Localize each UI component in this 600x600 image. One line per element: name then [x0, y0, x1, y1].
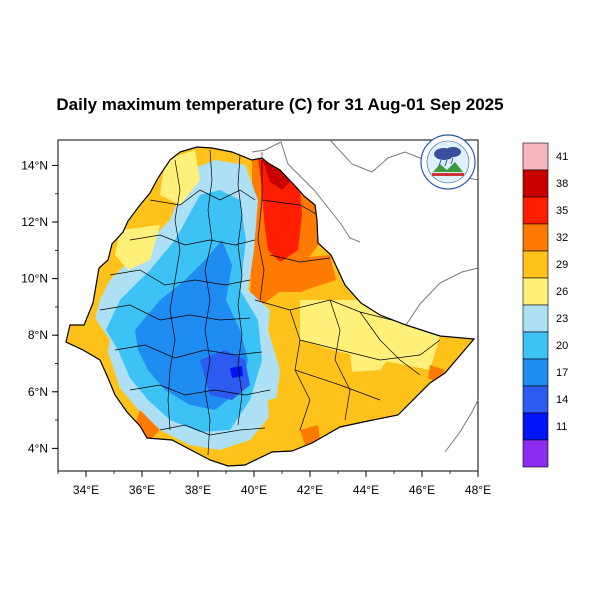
x-tick-label: 38°E [185, 483, 211, 497]
y-tick-label: 6°N [28, 385, 48, 399]
colorbar-label: 20 [556, 340, 568, 352]
colorbar-label: 11 [556, 421, 567, 433]
colorbar-swatch [522, 196, 549, 225]
x-tick-label: 46°E [409, 483, 435, 497]
colorbar-swatch [522, 169, 549, 198]
y-tick-label: 8°N [28, 328, 48, 342]
x-axis: 34°E 36°E 38°E 40°E 42°E 44°E 46°E 48°E [57, 471, 491, 497]
x-tick-label: 44°E [353, 483, 379, 497]
x-tick-label: 34°E [73, 483, 99, 497]
x-tick-label: 42°E [297, 483, 323, 497]
colorbar-swatch [522, 304, 549, 333]
x-tick-label: 36°E [129, 483, 155, 497]
y-axis: 14°N 12°N 10°N 8°N 6°N 4°N [21, 158, 58, 455]
colorbar-label: 38 [556, 178, 568, 190]
x-tick-label: 48°E [465, 483, 491, 497]
region-boundaries [99, 149, 441, 456]
meteorology-agency-logo [420, 134, 476, 190]
colorbar-label: 32 [556, 232, 568, 244]
colorbar-swatch [522, 331, 549, 360]
colorbar-swatch [522, 385, 549, 414]
colorbar-swatch [522, 142, 549, 171]
colorbar-label: 23 [556, 313, 568, 325]
colorbar-label: 29 [556, 259, 568, 271]
colorbar-swatch [522, 223, 549, 252]
colorbar-swatch [522, 439, 549, 468]
map-title: Daily maximum temperature (C) for 31 Aug… [56, 95, 504, 114]
colorbar-label: 14 [556, 394, 568, 406]
y-tick-label: 4°N [28, 441, 48, 455]
country-outline [65, 146, 476, 467]
colorbar-label: 35 [556, 205, 568, 217]
colorbar-swatch [522, 412, 549, 441]
colorbar-swatch [522, 277, 549, 306]
y-tick-label: 12°N [21, 215, 48, 229]
colorbar-swatch [522, 358, 549, 387]
x-tick-label: 40°E [241, 483, 267, 497]
y-tick-label: 14°N [21, 158, 48, 172]
colorbar-label: 41 [556, 151, 568, 163]
y-tick-label: 10°N [21, 272, 48, 286]
colorbar: 41 38 35 32 29 26 23 20 17 14 11 [522, 142, 568, 468]
colorbar-swatch [522, 250, 549, 279]
colorbar-label: 26 [556, 286, 568, 298]
colorbar-label: 17 [556, 367, 568, 379]
